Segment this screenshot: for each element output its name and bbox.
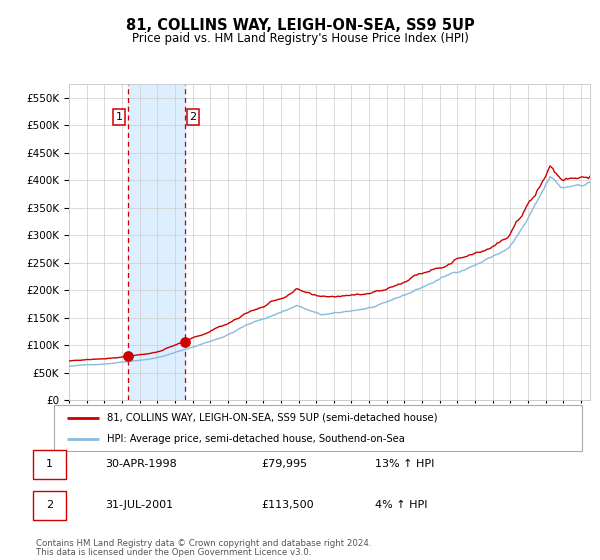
- FancyBboxPatch shape: [54, 405, 582, 451]
- Text: 2: 2: [190, 112, 197, 122]
- Text: £79,995: £79,995: [261, 459, 307, 469]
- Text: 4% ↑ HPI: 4% ↑ HPI: [375, 500, 427, 510]
- Text: 81, COLLINS WAY, LEIGH-ON-SEA, SS9 5UP: 81, COLLINS WAY, LEIGH-ON-SEA, SS9 5UP: [125, 18, 475, 34]
- Point: [181, 337, 190, 346]
- Bar: [128, 84, 185, 400]
- Text: 31-JUL-2001: 31-JUL-2001: [105, 500, 173, 510]
- Text: This data is licensed under the Open Government Licence v3.0.: This data is licensed under the Open Gov…: [36, 548, 311, 557]
- Point: [123, 352, 133, 361]
- Text: £113,500: £113,500: [261, 500, 314, 510]
- Text: 1: 1: [115, 112, 122, 122]
- Text: HPI: Average price, semi-detached house, Southend-on-Sea: HPI: Average price, semi-detached house,…: [107, 435, 404, 444]
- Text: Price paid vs. HM Land Registry's House Price Index (HPI): Price paid vs. HM Land Registry's House …: [131, 32, 469, 45]
- Text: Contains HM Land Registry data © Crown copyright and database right 2024.: Contains HM Land Registry data © Crown c…: [36, 539, 371, 548]
- Text: 13% ↑ HPI: 13% ↑ HPI: [375, 459, 434, 469]
- Text: 30-APR-1998: 30-APR-1998: [105, 459, 177, 469]
- Text: 81, COLLINS WAY, LEIGH-ON-SEA, SS9 5UP (semi-detached house): 81, COLLINS WAY, LEIGH-ON-SEA, SS9 5UP (…: [107, 413, 437, 423]
- Text: 1: 1: [46, 459, 53, 469]
- Text: 2: 2: [46, 500, 53, 510]
